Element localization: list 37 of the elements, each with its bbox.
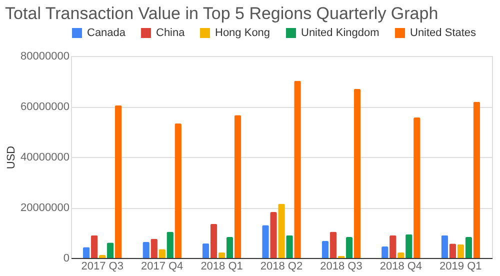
y-tick-label: 20000000 bbox=[20, 202, 70, 214]
bar bbox=[346, 237, 353, 258]
y-tick-label: 60000000 bbox=[20, 101, 70, 113]
bar bbox=[234, 115, 242, 258]
y-tick-label: 0 bbox=[63, 252, 70, 264]
bar bbox=[210, 224, 218, 258]
legend-label: Canada bbox=[87, 27, 126, 39]
bar bbox=[465, 237, 472, 258]
bar bbox=[354, 88, 361, 258]
legend-label: Hong Kong bbox=[215, 27, 270, 39]
bar bbox=[473, 102, 480, 258]
x-tick-label: 2019 Q1 bbox=[440, 260, 482, 272]
x-tick-label: 2017 Q3 bbox=[81, 260, 124, 272]
bar bbox=[90, 235, 98, 258]
x-tick-label: 2017 Q4 bbox=[140, 260, 184, 272]
legend-label: United Kingdom bbox=[301, 27, 380, 39]
y-axis-title: USD bbox=[6, 146, 18, 170]
y-tick-label: 40000000 bbox=[20, 152, 70, 164]
bar bbox=[202, 243, 210, 258]
bar bbox=[114, 105, 122, 258]
legend-label: United States bbox=[410, 27, 477, 39]
bar bbox=[226, 237, 234, 258]
bar bbox=[330, 232, 337, 258]
bar bbox=[441, 235, 448, 258]
bar bbox=[457, 244, 464, 258]
bar bbox=[322, 240, 329, 258]
x-tick-label: 2018 Q1 bbox=[200, 260, 243, 272]
bar bbox=[82, 247, 90, 258]
x-tick-label: 2018 Q3 bbox=[320, 260, 362, 272]
legend-label: China bbox=[156, 27, 186, 39]
bar bbox=[449, 244, 456, 258]
x-tick-label: 2018 Q4 bbox=[380, 260, 422, 272]
chart-title: Total Transaction Value in Top 5 Regions Quarterly Graph bbox=[5, 4, 438, 23]
x-tick-label: 2018 Q2 bbox=[260, 260, 303, 272]
y-tick-label: 80000000 bbox=[20, 50, 70, 62]
bar bbox=[218, 252, 226, 258]
bar bbox=[106, 242, 114, 258]
